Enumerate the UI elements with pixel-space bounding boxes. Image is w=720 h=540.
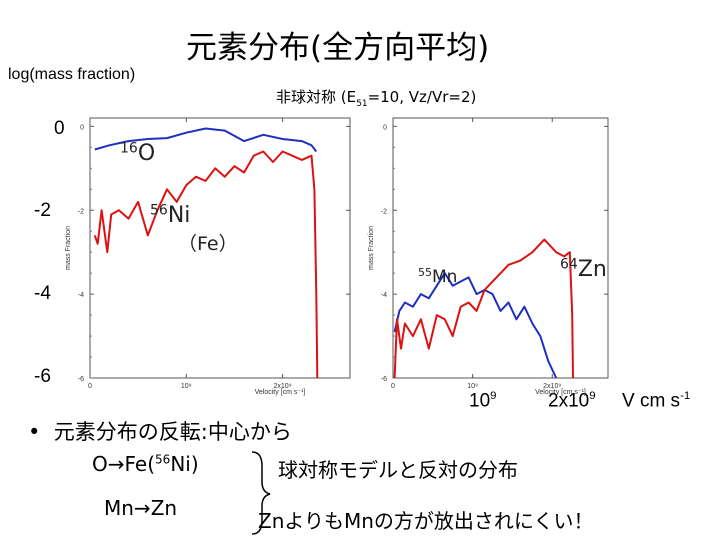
y-axis-label: mass Fraction (65, 226, 72, 270)
brace (251, 451, 271, 535)
ytick-label: 0 (383, 124, 387, 131)
xtick-label: 10⁹ (181, 383, 192, 390)
big-ytick-3: -6 (34, 366, 51, 387)
big-xtick-2-exp: 9 (589, 390, 596, 402)
slide-title: 元素分布(全方向平均) (186, 30, 490, 66)
subtitle: 非球対称 (E51=10, Vz/Vr=2) (276, 86, 476, 109)
subtitle-subscript: 51 (356, 99, 368, 109)
series-line-o (94, 127, 318, 153)
y-axis-label: mass Fraction (368, 226, 375, 270)
line3-right-a: Znよりも (258, 509, 344, 533)
big-xunit-base: V cm s (622, 390, 681, 412)
line2-post: Ni) (170, 452, 199, 476)
bullet-line-3-right: ZnよりもMnの方が放出されにくい！ (258, 505, 594, 534)
xtick-label: 10⁹ (467, 383, 478, 390)
annotation-sup: 56 (150, 202, 168, 218)
plot-frame (89, 117, 351, 379)
xtick-label: 2x10⁹ (273, 383, 291, 390)
annotation-ni: 56Ni (150, 202, 190, 228)
ytick-label: -6 (78, 376, 84, 383)
ytick-label: 0 (80, 124, 84, 131)
ytick-label: -4 (381, 292, 387, 299)
line2-sup: 56 (155, 452, 171, 467)
big-ytick-1: -2 (34, 200, 51, 221)
annotation-sup: 64 (560, 256, 578, 272)
big-ytick-0: 0 (54, 118, 65, 139)
xtick-label: 0 (391, 383, 395, 390)
big-xtick-2: 2x109 (548, 390, 596, 412)
annotation-zn: 64Zn (560, 256, 607, 282)
series-line-ni (93, 150, 319, 379)
big-ytick-2: -4 (34, 283, 51, 304)
annotation-sup: 16 (120, 140, 138, 156)
big-xunit: V cm s-1 (622, 390, 690, 412)
line3-right-b: Mnの方が放出されにくい！ (343, 509, 594, 533)
x-axis-label: Velocity [cm s⁻¹] (255, 389, 306, 396)
xtick-label: 0 (88, 383, 92, 390)
line2-pre: O→Fe( (92, 452, 156, 476)
annotation-label: Mn (432, 267, 457, 287)
annotation-o: 16O (120, 140, 155, 166)
ytick-label: -2 (78, 208, 84, 215)
annotation-label: Ni (168, 203, 191, 228)
subtitle-prefix: 非球対称 (E (276, 88, 357, 106)
plot-frame (392, 117, 609, 379)
y-axis-label: log(mass fraction) (8, 66, 136, 83)
ytick-label: -6 (381, 376, 387, 383)
bullet-marker: • (28, 420, 41, 444)
bullet-line-3-left: Mn→Zn (104, 496, 178, 520)
series-line-zn (393, 238, 574, 379)
bullet-text-1: 元素分布の反転:中心から (53, 420, 292, 444)
big-xtick-1-exp: 9 (490, 390, 497, 402)
annotation-label: Zn (578, 257, 607, 282)
annotation-sup: 55 (418, 266, 432, 279)
x-axis-label: Velocity [cm s⁻¹] (535, 389, 586, 396)
annotation-fe: （Fe） (178, 233, 238, 255)
annotation-label: O (138, 141, 155, 166)
subtitle-suffix: =10, Vz/Vr=2) (367, 88, 477, 106)
bullet-line-2-right: 球対称モデルと反対の分布 (278, 458, 518, 482)
series-line-mn (393, 272, 558, 379)
big-xtick-1-base: 10 (469, 390, 491, 412)
bullet-line-1: • 元素分布の反転:中心から (28, 416, 292, 446)
annotation-mn: 55Mn (418, 266, 457, 287)
ytick-label: -2 (381, 208, 387, 215)
big-xtick-1: 109 (469, 390, 496, 412)
xtick-label: 2x10⁹ (543, 383, 561, 390)
bullet-line-2-left: O→Fe(56Ni) (92, 452, 199, 476)
big-xtick-2-base: 2x10 (548, 390, 590, 412)
ytick-label: -4 (78, 292, 84, 299)
big-xunit-exp: -1 (680, 390, 691, 402)
